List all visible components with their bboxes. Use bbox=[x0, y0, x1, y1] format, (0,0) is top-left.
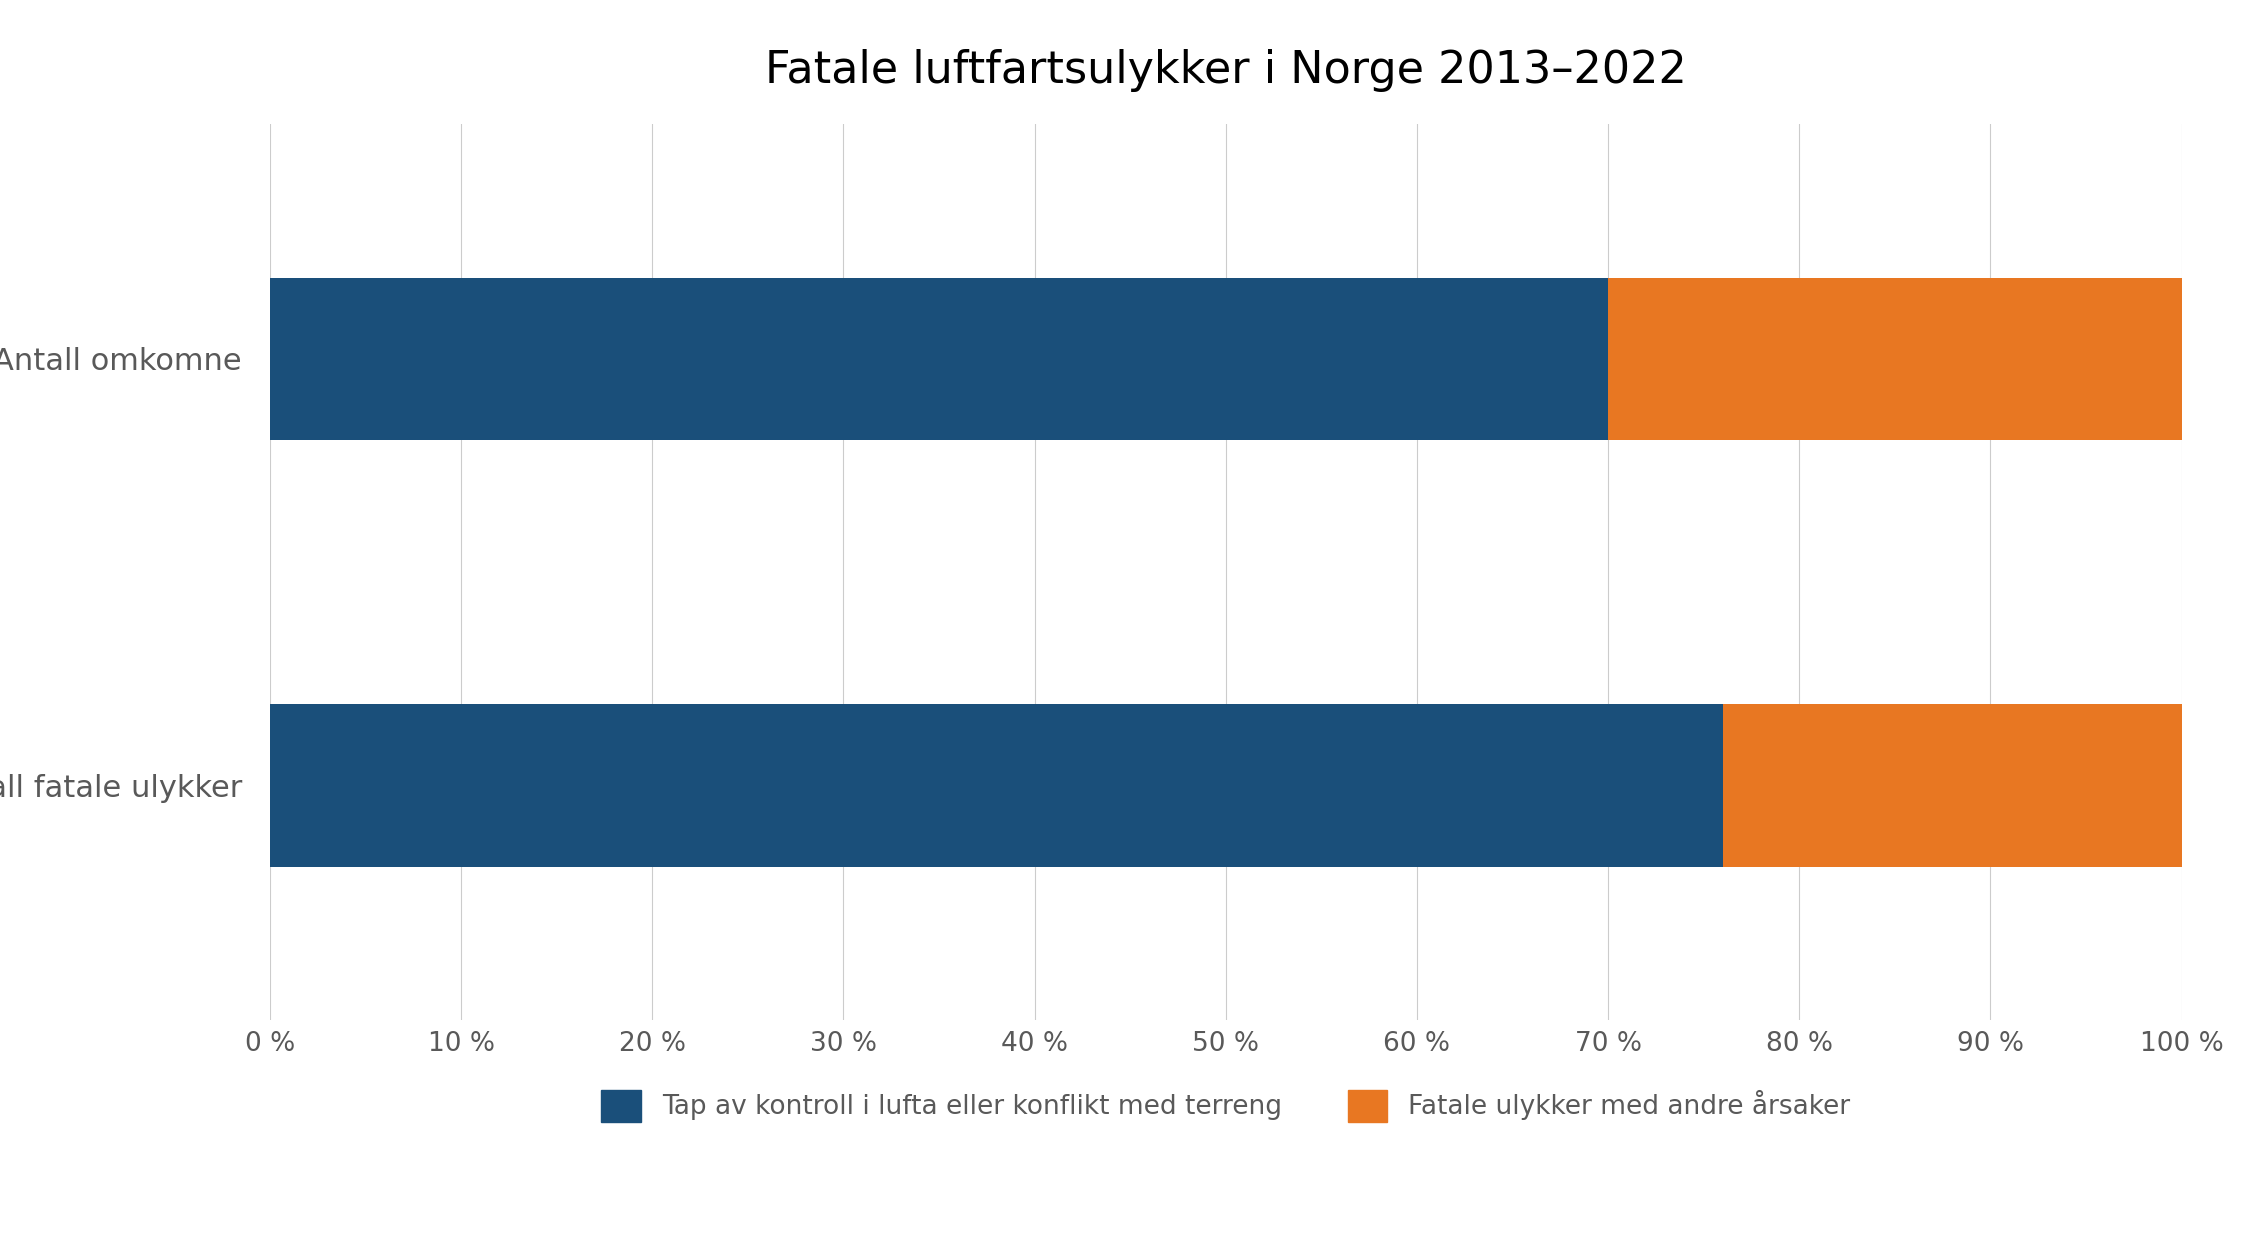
Bar bbox=[1608, 277, 2182, 440]
Bar bbox=[270, 277, 1608, 440]
Legend: Tap av kontroll i lufta eller konflikt med terreng, Fatale ulykker med andre års: Tap av kontroll i lufta eller konflikt m… bbox=[591, 1079, 1860, 1132]
Bar bbox=[270, 704, 1723, 867]
Title: Fatale luftfartsulykker i Norge 2013–2022: Fatale luftfartsulykker i Norge 2013–202… bbox=[765, 49, 1687, 92]
Bar bbox=[1723, 704, 2182, 867]
